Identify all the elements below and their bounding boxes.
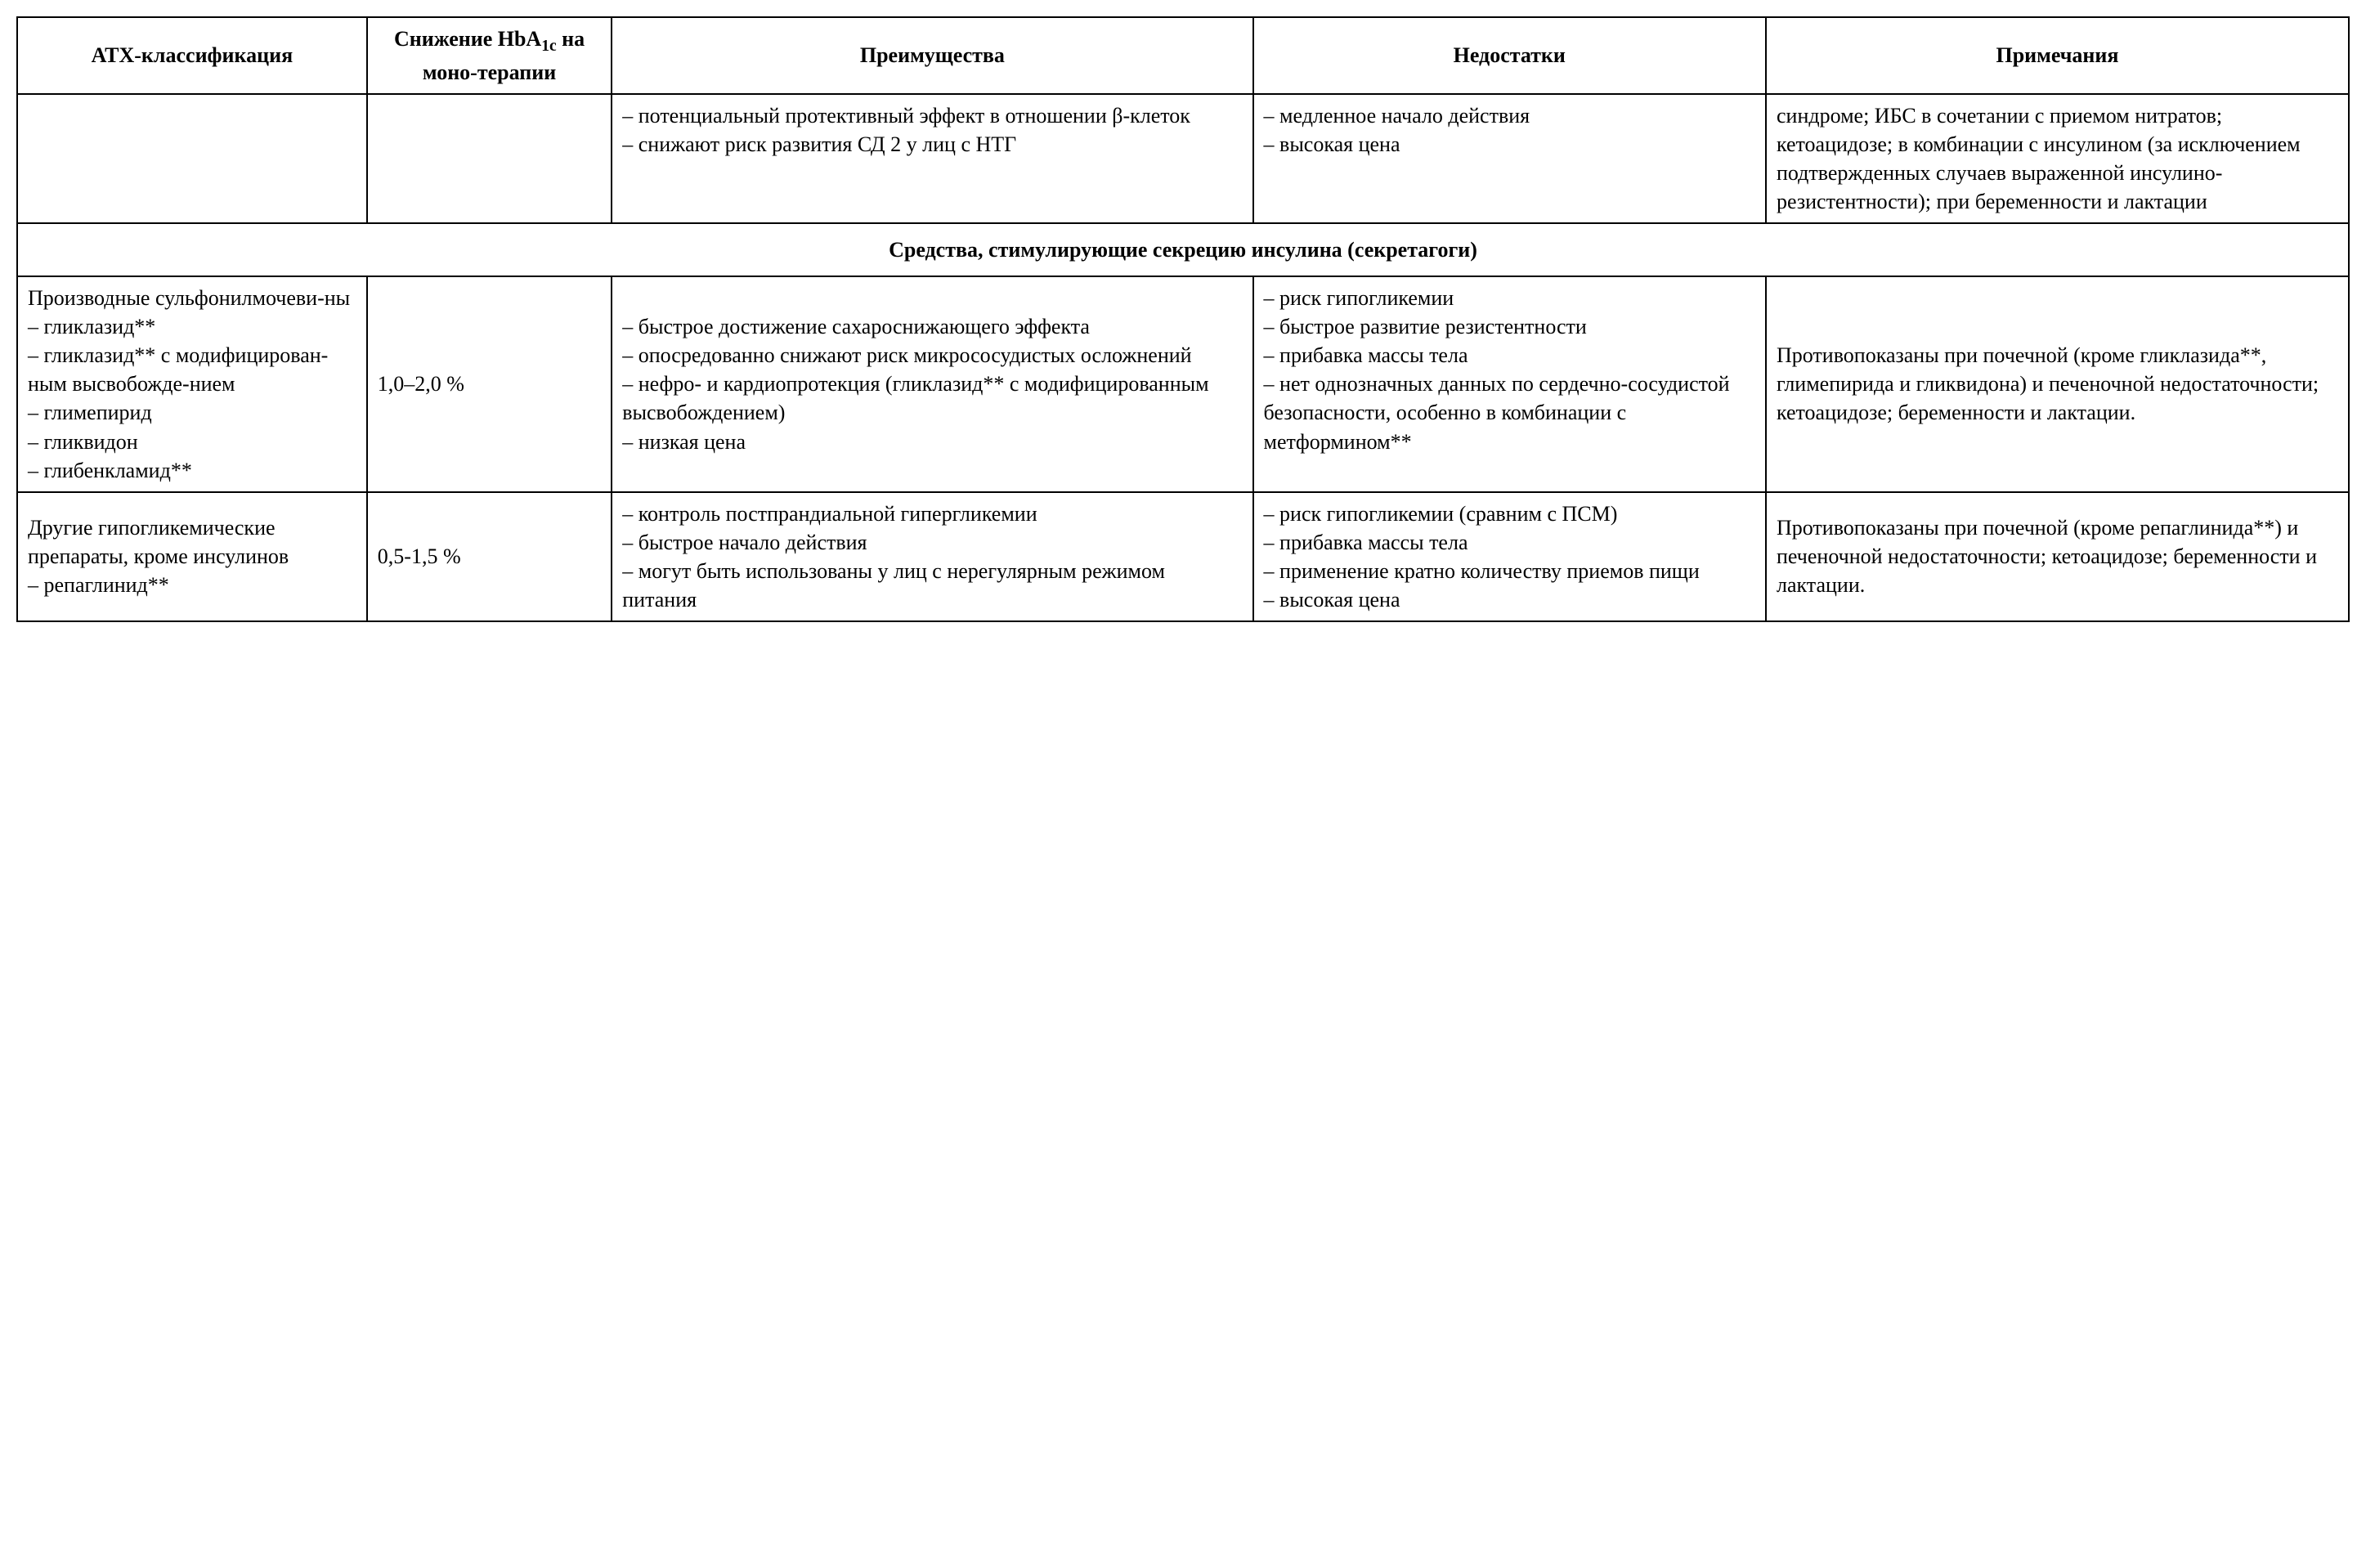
cell-atc [17,94,367,223]
table-row: – потенциальный протективный эффект в от… [17,94,2349,223]
cell-atc: Другие гипогликемические препараты, кром… [17,492,367,621]
cell-disadvantages: – риск гипогликемии (сравним с ПСМ)– при… [1253,492,1766,621]
table-row: Другие гипогликемические препараты, кром… [17,492,2349,621]
cell-hba1c [367,94,612,223]
section-header: Средства, стимулирующие секрецию инсулин… [17,223,2349,276]
cell-hba1c: 1,0–2,0 % [367,276,612,492]
col-header-disadvantages: Недостатки [1253,17,1766,94]
table-row: Производные сульфонилмочеви-ны– гликлази… [17,276,2349,492]
col-header-atc: АТХ-классификация [17,17,367,94]
cell-disadvantages: – медленное начало действия– высокая цен… [1253,94,1766,223]
medication-table: АТХ-классификация Снижение HbA1c на моно… [16,16,2350,622]
col-header-notes: Примечания [1766,17,2349,94]
cell-notes: Противопоказаны при почечной (кроме глик… [1766,276,2349,492]
table-header: АТХ-классификация Снижение HbA1c на моно… [17,17,2349,94]
cell-advantages: – контроль постпрандиальной гипергликеми… [612,492,1252,621]
cell-notes: синдроме; ИБС в сочетании с приемом нитр… [1766,94,2349,223]
cell-notes: Противопоказаны при почечной (кроме репа… [1766,492,2349,621]
table-body: – потенциальный протективный эффект в от… [17,94,2349,622]
col-header-hba1c: Снижение HbA1c на моно-терапии [367,17,612,94]
col-header-advantages: Преимущества [612,17,1252,94]
cell-disadvantages: – риск гипогликемии– быстрое развитие ре… [1253,276,1766,492]
table-row: Средства, стимулирующие секрецию инсулин… [17,223,2349,276]
cell-hba1c: 0,5-1,5 % [367,492,612,621]
cell-advantages: – быстрое достижение сахароснижающего эф… [612,276,1252,492]
cell-advantages: – потенциальный протективный эффект в от… [612,94,1252,223]
cell-atc: Производные сульфонилмочеви-ны– гликлази… [17,276,367,492]
